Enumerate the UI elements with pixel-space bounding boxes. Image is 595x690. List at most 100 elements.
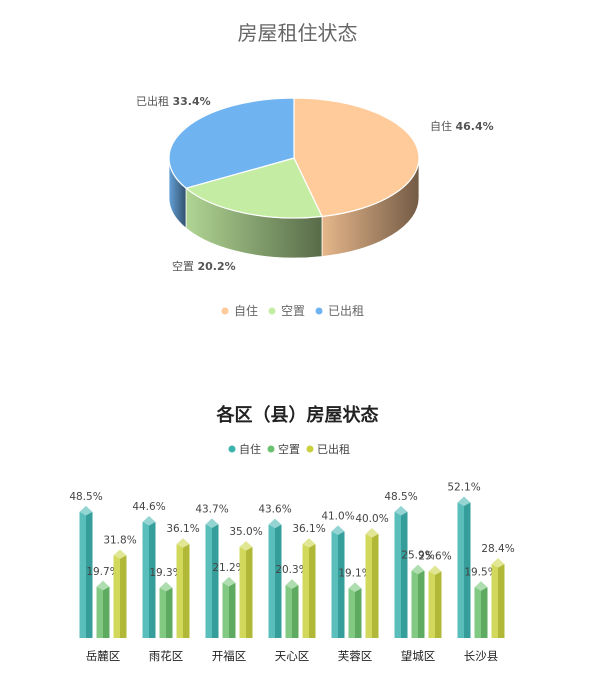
bar-cap	[113, 549, 127, 559]
bar-cap	[457, 496, 471, 507]
bar-face-right	[401, 511, 408, 638]
bar-cap	[365, 528, 379, 538]
bar-cap	[222, 576, 236, 587]
bar-face-left	[491, 564, 498, 638]
bar-face-right	[103, 586, 110, 638]
pie-legend-marker	[268, 307, 276, 315]
bar-legend-label: 空置	[278, 442, 300, 456]
bar-face-left	[331, 531, 338, 638]
bar-value-label: 20.3%	[275, 564, 308, 576]
bar-face-left	[411, 570, 418, 638]
bar-face-left	[96, 586, 103, 638]
pie-slice-空置	[184, 157, 323, 219]
bar-value-label: 25.6%	[418, 550, 451, 562]
bar-legend-label: 已出租	[317, 442, 350, 456]
bar-face-left	[79, 511, 86, 638]
bar-cap	[302, 538, 316, 548]
bar-已出租-雨花区	[176, 538, 190, 638]
bar-face-right	[149, 522, 156, 638]
pie-slice-已出租	[168, 97, 295, 189]
bar-value-label: 44.6%	[132, 501, 165, 513]
bar-value-label: 19.1%	[338, 567, 371, 579]
bar-face-left	[268, 524, 275, 638]
bar-value-label: 31.8%	[103, 534, 136, 546]
bar-cap	[474, 581, 488, 591]
pie-label-空置: 空置 20.2%	[172, 259, 236, 273]
bar-legend-marker	[306, 445, 314, 453]
bar-face-left	[457, 502, 464, 638]
bar-空置-岳麓区	[96, 580, 110, 638]
bar-face-left	[142, 522, 149, 638]
bar-cap	[348, 582, 362, 592]
bar-已出租-天心区	[302, 538, 316, 638]
pie-legend-label: 已出租	[328, 304, 364, 318]
bar-face-right	[435, 571, 442, 638]
bar-cap	[96, 580, 110, 591]
bar-face-right	[166, 587, 173, 638]
bar-value-label: 43.7%	[195, 503, 228, 515]
bar-value-label: 36.1%	[166, 523, 199, 535]
bar-value-label: 48.5%	[384, 491, 417, 503]
bar-face-left	[394, 511, 401, 638]
pie-slice-自住	[293, 97, 420, 218]
bar-空置-雨花区	[159, 581, 173, 638]
bar-空置-芙蓉区	[348, 582, 362, 638]
bar-category-label: 岳麓区	[86, 649, 121, 663]
bar-自住-雨花区	[142, 516, 156, 638]
bar-已出租-长沙县	[491, 558, 505, 638]
bar-face-left	[159, 587, 166, 638]
bar-已出租-芙蓉区	[365, 528, 379, 638]
bar-value-label: 19.5%	[464, 566, 497, 578]
bar-自住-望城区	[394, 505, 408, 638]
bar-legend-item: 自住	[228, 442, 261, 456]
pie-legend-label: 空置	[281, 304, 305, 318]
bar-cap	[142, 516, 156, 526]
bar-legend-marker	[267, 445, 275, 453]
bar-value-label: 35.0%	[229, 526, 262, 538]
bar-face-left	[113, 555, 120, 638]
bar-face-right	[292, 585, 299, 638]
bar-face-right	[246, 547, 253, 638]
bar-空置-望城区	[411, 564, 425, 638]
bar-category-label: 望城区	[401, 649, 436, 663]
bar-cap	[205, 518, 219, 528]
bar-face-right	[212, 524, 219, 638]
pie-label-自住: 自住 46.4%	[430, 119, 494, 133]
bar-value-label: 19.7%	[86, 566, 119, 578]
bar-自住-天心区	[268, 518, 282, 638]
bar-category-label: 天心区	[275, 649, 310, 663]
bar-value-label: 40.0%	[355, 513, 388, 525]
bar-face-right	[183, 544, 190, 638]
bar-空置-天心区	[285, 579, 299, 638]
bar-cap	[176, 538, 190, 548]
bar-face-left	[205, 524, 212, 638]
bar-face-left	[222, 582, 229, 638]
bar-空置-长沙县	[474, 581, 488, 638]
bar-face-right	[464, 502, 471, 638]
bar-value-label: 36.1%	[292, 523, 325, 535]
bar-face-left	[239, 547, 246, 638]
bar-cap	[428, 565, 442, 576]
bar-face-left	[348, 588, 355, 638]
bar-自住-长沙县	[457, 496, 471, 638]
pie-legend-item: 自住	[221, 304, 258, 318]
bar-已出租-岳麓区	[113, 549, 127, 638]
bar-自住-芙蓉区	[331, 525, 345, 638]
bar-face-left	[474, 587, 481, 638]
bar-legend-item: 空置	[267, 442, 300, 456]
bar-category-label: 芙蓉区	[338, 649, 373, 663]
bar-face-right	[229, 582, 236, 638]
bar-value-label: 28.4%	[481, 543, 514, 555]
bar-value-label: 52.1%	[447, 482, 480, 494]
bar-face-right	[498, 564, 505, 638]
pie-chart-title: 房屋租住状态	[237, 21, 358, 45]
bar-face-right	[481, 587, 488, 638]
bar-legend-marker	[228, 445, 236, 453]
bar-face-left	[428, 571, 435, 638]
bar-face-right	[355, 588, 362, 638]
bar-face-right	[372, 534, 379, 638]
pie-legend-label: 自住	[234, 304, 258, 318]
bar-cap	[331, 525, 345, 535]
bar-face-right	[86, 511, 93, 638]
